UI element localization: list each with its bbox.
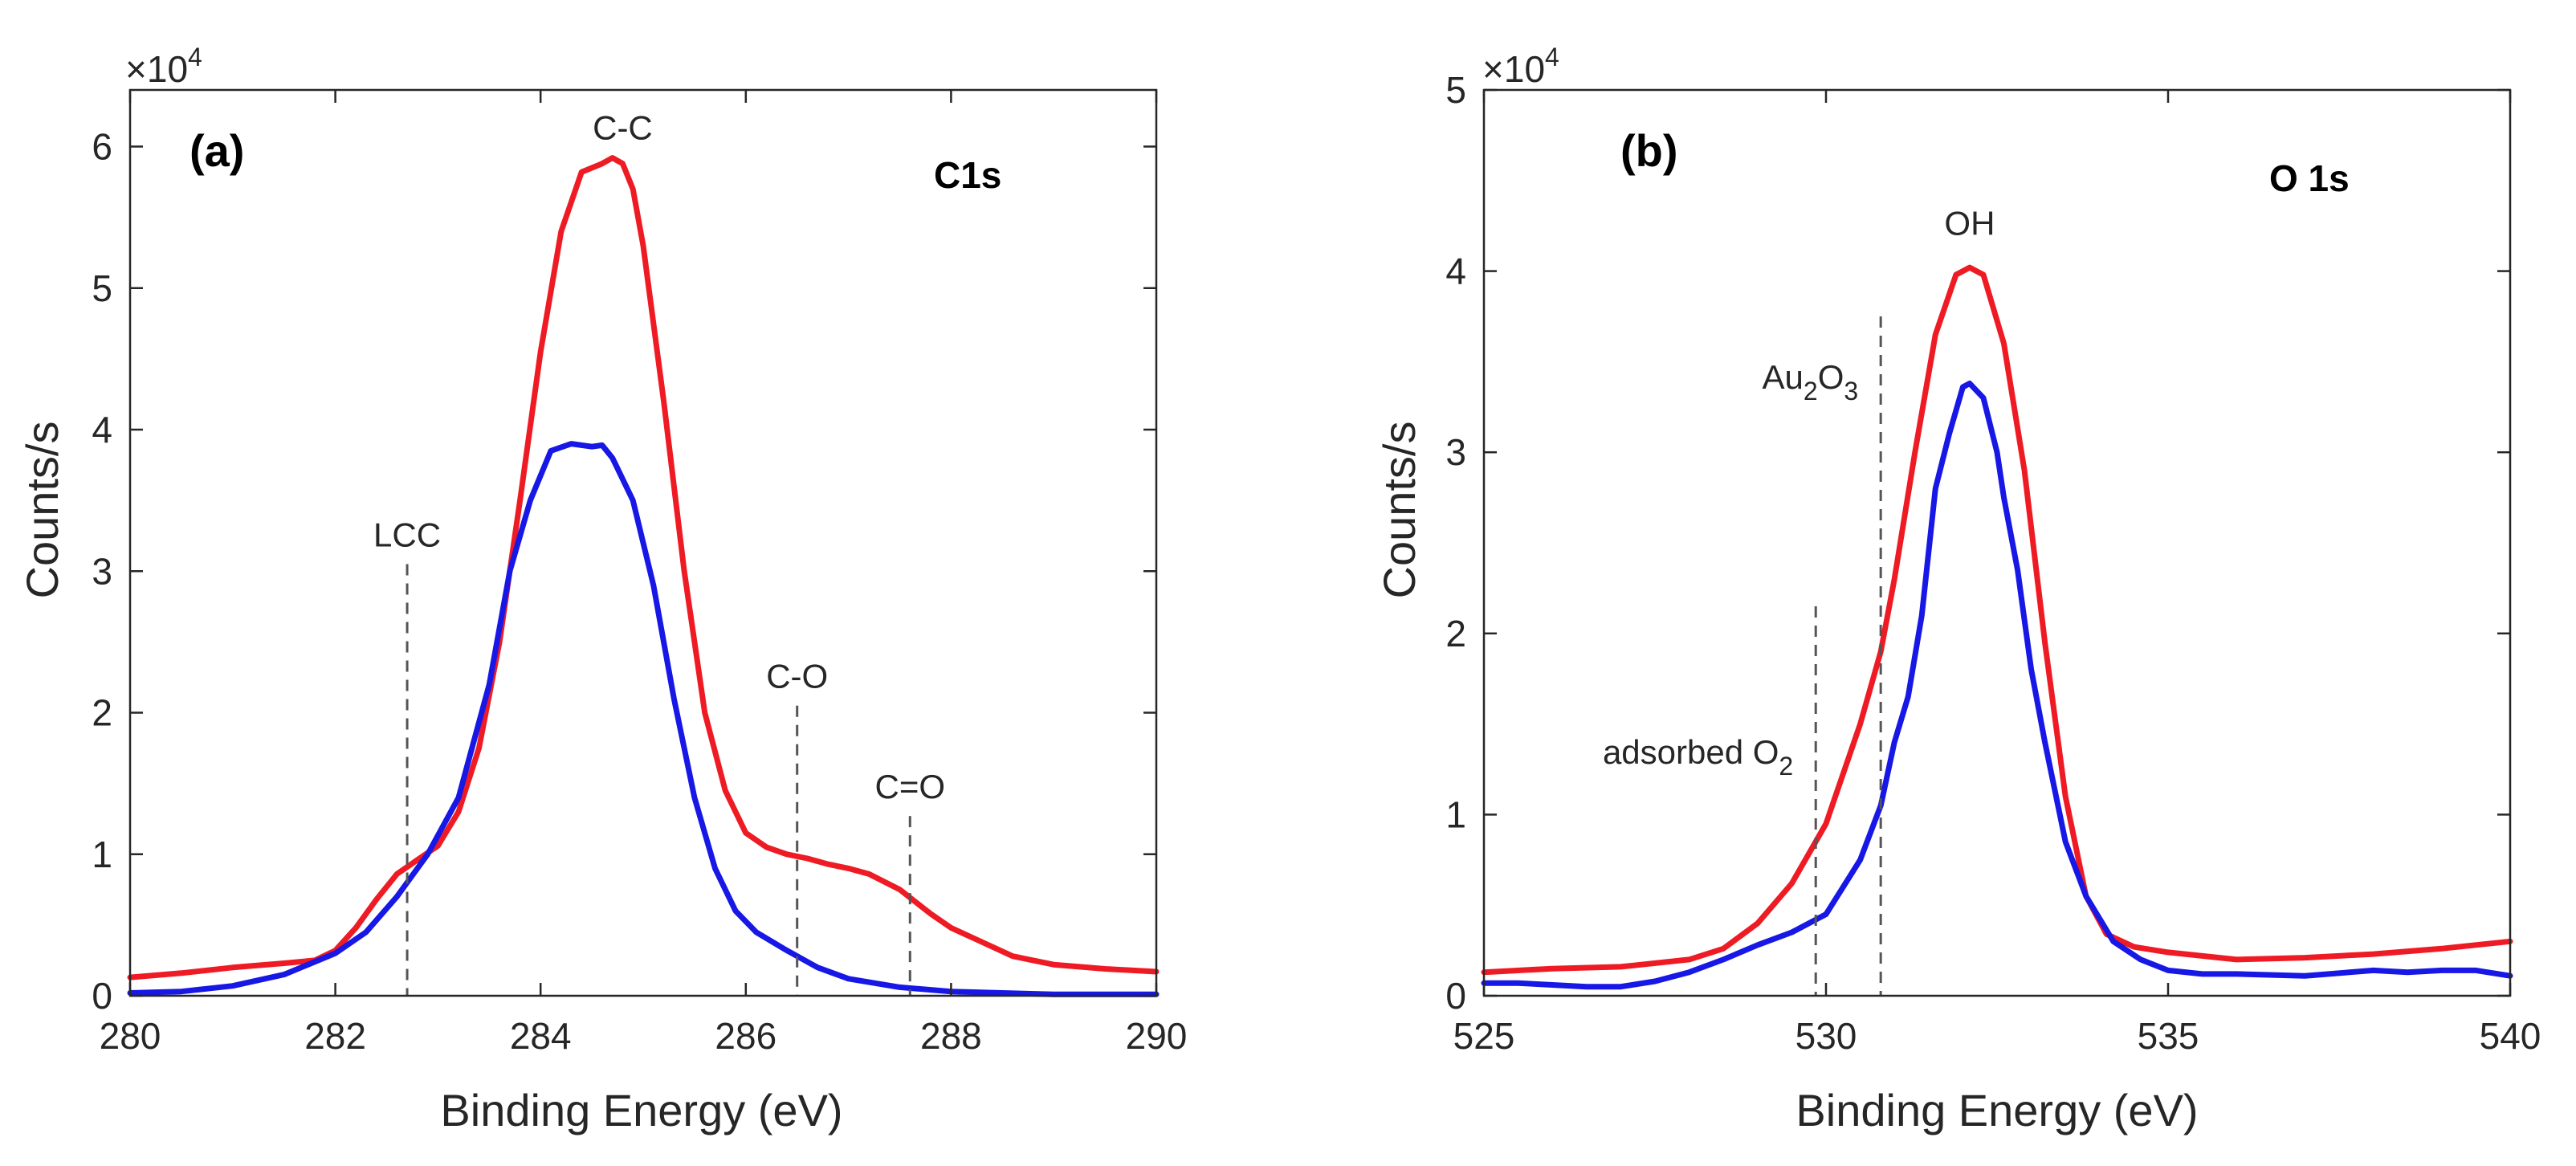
- panel-b-ytick-label: 3: [1445, 431, 1466, 473]
- panel-a-ytick-label: 1: [92, 834, 112, 875]
- panel-a-core-level: C1s: [934, 154, 1001, 196]
- panel-b-ytick-label: 2: [1445, 613, 1466, 654]
- panel-a-ytick-label: 2: [92, 692, 112, 734]
- panel-c1s: LCC C-O C=O C-C 280 282 284 286 288 290 0 1 2 3 4 5 6 (…: [17, 43, 1187, 1135]
- panel-b-curves: [1481, 264, 2513, 990]
- panel-b-xtick-label: 540: [2480, 1015, 2541, 1057]
- panel-b-y-multiplier: ×104: [1482, 43, 1559, 90]
- panel-b-frame: [1482, 88, 2512, 997]
- panel-a-marker-label: C-O: [766, 658, 828, 695]
- panel-a-marker-label: C=O: [875, 768, 946, 805]
- panel-a-ytick-label: 6: [92, 126, 112, 168]
- panel-a-marker-label: LCC: [373, 516, 441, 553]
- panel-a-ylabel: Counts/s: [17, 422, 67, 599]
- panel-a-ytick-label: 5: [92, 267, 112, 309]
- panel-a-frame: [128, 88, 1158, 997]
- panel-a-tag: (a): [190, 125, 244, 176]
- panel-a-xtick-label: 288: [920, 1015, 982, 1057]
- panel-a-markers: LCC C-O C=O C-C: [373, 109, 945, 996]
- panel-a-xtick-label: 282: [304, 1015, 366, 1057]
- panel-b-peak-label: OH: [1944, 204, 1995, 242]
- panel-b-series-red: [1481, 264, 2513, 976]
- panel-b-xlabel: Binding Energy (eV): [1795, 1085, 2198, 1135]
- panel-a-y-multiplier: ×104: [125, 43, 202, 90]
- panel-b-ticks: 525 530 535 540 0 1 2 3 4 5: [1445, 69, 2541, 1057]
- panel-b-ytick-label: 5: [1445, 69, 1466, 111]
- panel-a-xtick-label: 290: [1126, 1015, 1188, 1057]
- panel-b-ylabel: Counts/s: [1374, 422, 1425, 599]
- panel-a-ytick-label: 4: [92, 409, 112, 450]
- panel-a-series-red: [127, 155, 1160, 980]
- panel-a-ytick-label: 3: [92, 550, 112, 592]
- panel-a-curves: [127, 155, 1160, 997]
- panel-a-xtick-label: 280: [100, 1015, 161, 1057]
- panel-a-ticks: 280 282 284 286 288 290 0 1 2 3 4 5 6: [92, 90, 1187, 1057]
- panel-a-ytick-label: 0: [92, 975, 112, 1017]
- panel-b-ytick-label: 4: [1445, 251, 1466, 292]
- panel-b-tag: (b): [1620, 125, 1678, 176]
- panel-b-xtick-label: 535: [2138, 1015, 2199, 1057]
- panel-b-ytick-label: 1: [1445, 793, 1466, 835]
- panel-b-xtick-label: 530: [1795, 1015, 1857, 1057]
- panel-a-xtick-label: 286: [715, 1015, 776, 1057]
- panel-a-xlabel: Binding Energy (eV): [440, 1085, 842, 1135]
- panel-a-series-blue: [127, 441, 1160, 997]
- panel-b-marker-label: Au2O3: [1763, 358, 1859, 406]
- panel-o1s: adsorbed O2 Au2O3 OH 525 530 535 540 0 1 2 3 4 5 (b…: [1374, 43, 2541, 1135]
- panel-b-core-level: O 1s: [2269, 157, 2350, 199]
- panel-a-xtick-label: 284: [510, 1015, 572, 1057]
- panel-a-peak-label: C-C: [593, 109, 653, 147]
- panel-b-marker-label: adsorbed O2: [1603, 733, 1793, 781]
- panel-b-series-blue: [1481, 381, 2513, 990]
- panel-b-markers: adsorbed O2 Au2O3 OH: [1603, 204, 1995, 996]
- panel-b-xtick-label: 525: [1453, 1015, 1515, 1057]
- panel-b-ytick-label: 0: [1445, 975, 1466, 1017]
